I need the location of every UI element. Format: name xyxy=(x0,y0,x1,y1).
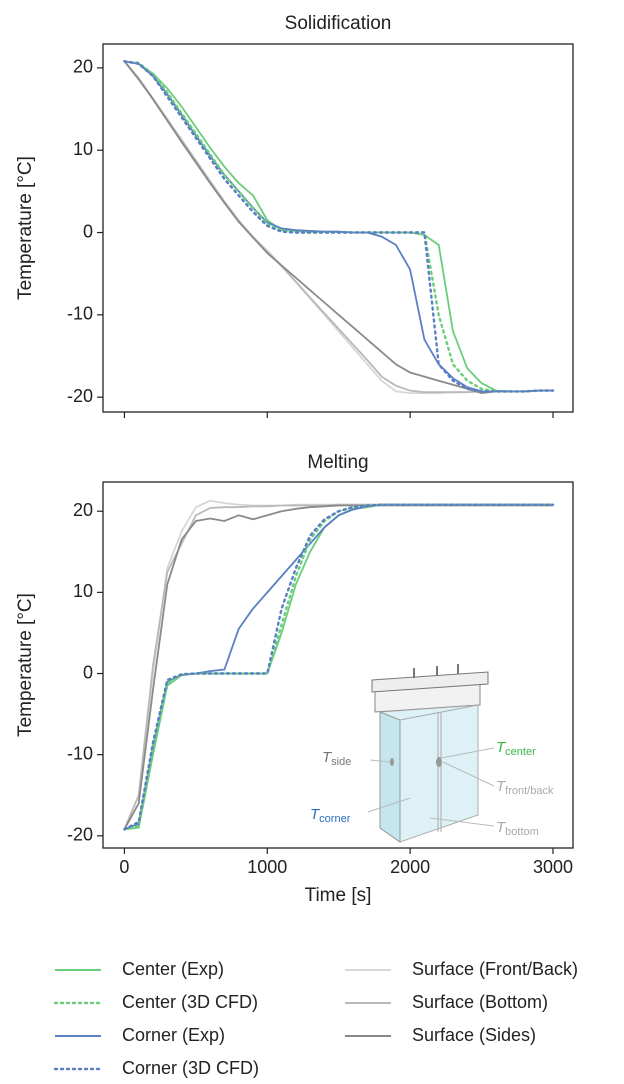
series-line xyxy=(123,503,553,830)
plot-frame xyxy=(102,481,574,849)
annotation-subscript: side xyxy=(331,756,351,768)
x-tick-label: 0 xyxy=(119,857,129,877)
annotation-subscript: center xyxy=(505,746,536,758)
series-line xyxy=(123,60,553,395)
series-line xyxy=(123,60,555,393)
legend-label: Corner (Exp) xyxy=(122,1025,225,1045)
series-line xyxy=(123,60,553,394)
chart-title: Melting xyxy=(307,452,368,473)
plot-frame xyxy=(102,43,574,413)
tank-inset xyxy=(367,664,495,843)
annotation: Tcenter xyxy=(496,739,536,758)
y-tick-label: 20 xyxy=(73,57,93,77)
series-line xyxy=(123,503,555,831)
series-line xyxy=(123,499,553,830)
annotation: Tfront/back xyxy=(496,778,554,797)
annotation: Tside xyxy=(322,749,351,768)
series-line xyxy=(124,503,553,831)
annotation-symbol: T xyxy=(310,806,321,823)
x-tick-label: 1000 xyxy=(247,857,287,877)
chart-title: Solidification xyxy=(285,13,392,34)
annotation-symbol: T xyxy=(496,739,507,756)
legend-label: Center (3D CFD) xyxy=(122,992,258,1012)
annotation-subscript: bottom xyxy=(505,826,539,838)
x-tick-label: 2000 xyxy=(390,857,430,877)
y-tick-label: 10 xyxy=(73,581,93,601)
legend-label: Center (Exp) xyxy=(122,959,224,979)
y-tick-label: 10 xyxy=(73,139,93,159)
annotation-symbol: T xyxy=(496,778,507,795)
annotation: Tbottom xyxy=(496,819,539,838)
y-tick-label: 0 xyxy=(83,662,93,682)
legend-label: Surface (Sides) xyxy=(412,1025,536,1045)
annotation: Tcorner xyxy=(310,806,351,825)
x-tick-label: 3000 xyxy=(533,857,573,877)
series-line xyxy=(124,60,553,393)
y-tick-label: -10 xyxy=(67,743,93,763)
series-line xyxy=(123,503,555,831)
legend-label: Corner (3D CFD) xyxy=(122,1058,259,1078)
annotation-subscript: corner xyxy=(319,813,351,825)
series-line xyxy=(123,60,553,394)
series-line xyxy=(123,60,555,393)
legend-label: Surface (Bottom) xyxy=(412,992,548,1012)
y-axis-label: Temperature [°C] xyxy=(15,593,36,737)
y-tick-label: 20 xyxy=(73,500,93,520)
y-tick-label: -20 xyxy=(67,386,93,406)
series-line xyxy=(123,504,553,830)
series-line xyxy=(124,503,553,831)
y-tick-label: -10 xyxy=(67,304,93,324)
series-line xyxy=(124,60,553,393)
y-axis-label: Temperature [°C] xyxy=(15,156,36,300)
y-tick-label: -20 xyxy=(67,825,93,845)
y-tick-label: 0 xyxy=(83,221,93,241)
x-axis-label: Time [s] xyxy=(305,885,372,906)
annotation-symbol: T xyxy=(322,749,333,766)
annotation-subscript: front/back xyxy=(505,785,554,797)
legend-label: Surface (Front/Back) xyxy=(412,959,578,979)
annotation-symbol: T xyxy=(496,819,507,836)
